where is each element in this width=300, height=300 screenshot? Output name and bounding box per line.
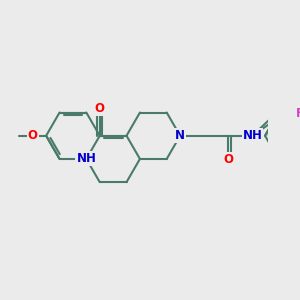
- Text: O: O: [223, 153, 233, 166]
- Text: O: O: [28, 129, 38, 142]
- Text: O: O: [95, 102, 105, 116]
- Text: NH: NH: [76, 152, 96, 165]
- Text: NH: NH: [242, 129, 262, 142]
- Text: O: O: [28, 129, 38, 142]
- Text: N: N: [175, 129, 185, 142]
- Text: F: F: [296, 107, 300, 120]
